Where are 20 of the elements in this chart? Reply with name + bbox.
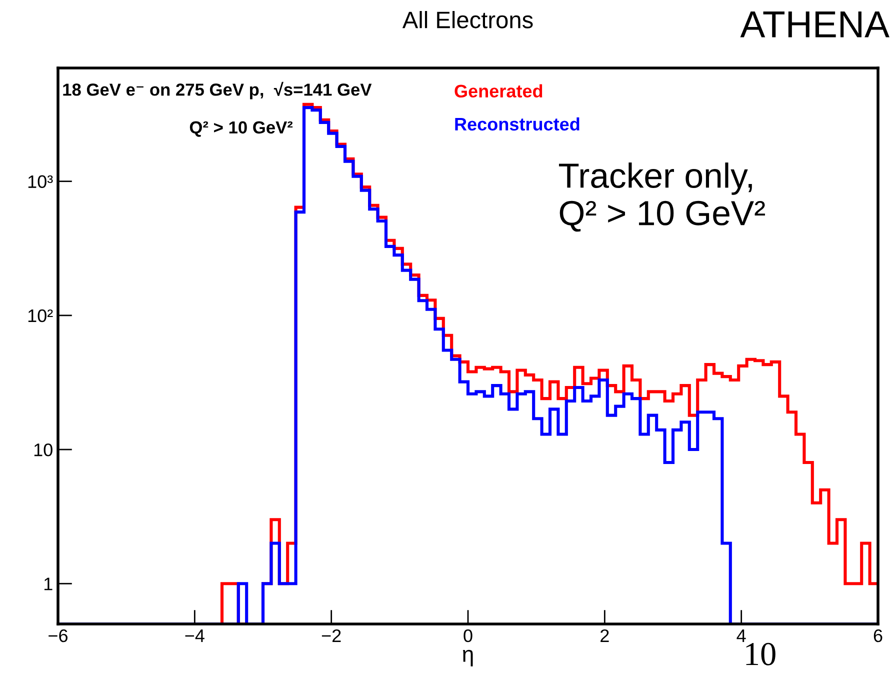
annotation: 18 GeV e⁻ on 275 GeV p, √s=141 GeV (63, 82, 372, 100)
x-tick-label: 6 (874, 629, 882, 642)
y-tick-label: 1 (44, 578, 52, 590)
x-tick-label: −4 (185, 630, 204, 642)
x-tick-label: −6 (48, 629, 68, 642)
text: Reconstructed (455, 117, 580, 131)
x-tick-label: 0 (464, 629, 472, 642)
annotation: Q² > 10 GeV² (190, 121, 293, 137)
y-tick-label: 10³ (28, 175, 53, 188)
x-tick-label: 2 (600, 629, 609, 642)
x-axis-title: η (462, 650, 473, 666)
x-tick-label: 4 (736, 630, 746, 642)
annotation: Tracker only, Q² > 10 GeV² (558, 162, 765, 232)
text: 10 (746, 642, 776, 666)
text: Generated (454, 84, 542, 98)
chart-title: All Electrons (402, 10, 533, 28)
y-tick-label: 10² (28, 309, 53, 322)
y-tick-label: 10 (34, 443, 52, 456)
text: ATHENA (740, 11, 890, 38)
x-tick-label: −2 (322, 629, 341, 642)
